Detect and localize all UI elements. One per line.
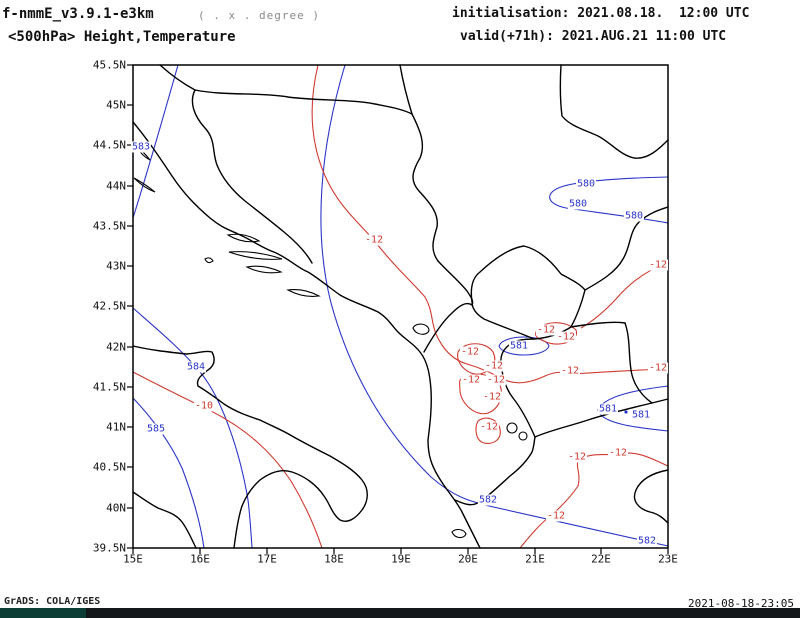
height-contour-583: [132, 64, 179, 219]
lake-scutari: [412, 323, 430, 335]
island-mljet: [286, 289, 321, 297]
temperature-contour-label: -12: [607, 447, 629, 459]
height-contour-label: 581: [597, 403, 619, 415]
island-vis: [204, 257, 214, 264]
temperature-contour-label: -12: [535, 324, 557, 336]
temperature-contour-label: -12: [481, 391, 503, 403]
height-contour-label: 584: [185, 361, 207, 373]
border-montenegro-albania: [423, 302, 473, 353]
x-tick-label: 15E: [123, 552, 143, 566]
border-slovenia-croatia: [159, 64, 196, 91]
height-contour-label: 583: [130, 141, 152, 153]
y-tick-label: 40N: [106, 501, 126, 515]
y-tick-label: 43N: [106, 259, 126, 273]
border-sava-north-bosnia: [194, 89, 413, 115]
temperature-contour-label: -10: [193, 400, 215, 412]
model-title: f-nmmE_v3.9.1-e3km: [2, 6, 154, 22]
island-dugi-otok: [133, 177, 156, 193]
border-macedonia-south: [534, 402, 653, 438]
border-macedonia-east: [624, 322, 669, 404]
x-tick-label: 17E: [257, 552, 277, 566]
height-contour-label: 582: [636, 535, 658, 547]
valid-time: valid(+71h): 2021.AUG.21 11:00 UTC: [460, 29, 727, 44]
y-tick-label: 45N: [106, 98, 126, 112]
x-tick-label: 23E: [658, 552, 678, 566]
height-contour-581-closed: [498, 336, 550, 356]
coastline-italy-adriatic: [132, 345, 368, 549]
border-macedonia-north: [570, 321, 626, 328]
border-drina: [411, 113, 439, 262]
coastline-italy-tyrrhenian: [132, 491, 197, 549]
temperature-contour-label: -12: [545, 510, 567, 522]
taskbar-accent[interactable]: [0, 608, 86, 618]
x-tick-label: 18E: [324, 552, 344, 566]
height-contour-label: 580: [567, 198, 589, 210]
lake-prespa: [518, 431, 528, 441]
y-tick-label: 39.5N: [92, 541, 126, 555]
temperature-contour-label: -12: [566, 451, 588, 463]
axis-ticks: [127, 64, 669, 554]
initialisation-time: initialisation: 2021.08.18. 12:00 UTC: [452, 6, 750, 21]
temperature-contour-label: -12: [647, 362, 669, 374]
y-tick-label: 44N: [106, 179, 126, 193]
y-tick-label: 40.5N: [92, 460, 126, 474]
coastline-adriatic-east: [132, 121, 481, 549]
lake-ohrid: [506, 422, 518, 434]
border-serbia-romania-danube: [559, 64, 669, 159]
x-tick-label: 20E: [458, 552, 478, 566]
y-tick-label: 45.5N: [92, 58, 126, 72]
field-title: <500hPa> Height,Temperature: [8, 29, 236, 45]
height-contour-label: 580: [575, 178, 597, 190]
y-tick-label: 42.5N: [92, 299, 126, 313]
taskbar-fragment[interactable]: [0, 608, 800, 618]
height-contour-label: 582: [477, 494, 499, 506]
border-croatia-serbia: [399, 64, 413, 115]
x-tick-label: 22E: [591, 552, 611, 566]
geography: [132, 64, 669, 549]
model-grid-detail: ( . x . degree ): [198, 9, 320, 22]
border-albania-greece: [454, 436, 536, 506]
render-timestamp: 2021-08-18-23:05: [688, 597, 794, 610]
temperature-contour-label: -12: [478, 421, 500, 433]
y-tick-label: 42N: [106, 340, 126, 354]
x-tick-label: 16E: [190, 552, 210, 566]
island-hvar: [228, 251, 283, 260]
border-west-bosnia: [191, 89, 313, 264]
height-min-marker: [624, 410, 628, 414]
y-tick-label: 41N: [106, 420, 126, 434]
height-contour-585: [132, 397, 205, 549]
y-tick-label: 44.5N: [92, 138, 126, 152]
border-serbia-bulgaria: [584, 206, 669, 291]
temperature-contour-label: -12: [647, 259, 669, 271]
temperature-contour-label: -12: [363, 234, 385, 246]
temp-contour-minus10: [132, 371, 323, 549]
island-corfu: [451, 529, 467, 539]
temperature-contour-label: -12: [459, 346, 481, 358]
grads-credit: GrADS: COLA/IGES: [4, 596, 101, 607]
height-contour-label: 580: [623, 210, 645, 222]
temperature-contour-label: -12: [559, 365, 581, 377]
temperature-contour-label: -12: [485, 374, 507, 386]
height-contour-label: 581: [630, 409, 652, 421]
temperature-contour-label: -12: [460, 374, 482, 386]
height-contour-label: 581: [508, 340, 530, 352]
x-tick-label: 19E: [391, 552, 411, 566]
temp-contour-minus12-cell-d: [475, 417, 501, 444]
coastline-aegean: [633, 469, 669, 524]
island-korcula: [245, 265, 283, 274]
temperature-contour-label: -12: [483, 360, 505, 372]
height-contour-label: 585: [145, 423, 167, 435]
y-tick-label: 41.5N: [92, 380, 126, 394]
x-tick-label: 21E: [525, 552, 545, 566]
temperature-contour-label: -12: [555, 331, 577, 343]
y-tick-label: 43.5N: [92, 219, 126, 233]
height-contour-584: [132, 307, 253, 549]
island-brac: [226, 233, 261, 243]
